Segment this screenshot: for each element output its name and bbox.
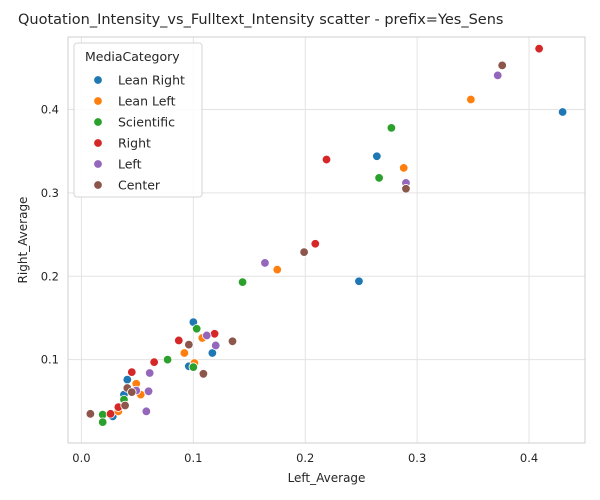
data-points [85, 43, 568, 427]
data-point [211, 340, 221, 351]
data-point [260, 258, 270, 268]
data-point [97, 417, 108, 427]
data-point [141, 406, 152, 417]
data-point [493, 70, 503, 81]
data-point [179, 348, 190, 358]
chart-title: Quotation_Intensity_vs_Fulltext_Intensit… [18, 12, 503, 28]
data-point [174, 335, 184, 346]
legend-marker [93, 180, 103, 190]
data-point [354, 276, 364, 286]
x-tick-label: 0.3 [408, 451, 426, 465]
data-point [209, 329, 220, 339]
y-tick-label: 0.2 [41, 269, 59, 283]
legend-entry-label: Scientific [118, 115, 175, 130]
data-point [143, 386, 154, 397]
data-point [198, 369, 209, 379]
y-tick-label: 0.1 [41, 353, 59, 367]
data-point [534, 43, 544, 54]
legend-entry-label: Left [118, 157, 142, 172]
legend-entry-label: Right [118, 136, 151, 151]
legend: MediaCategory Lean Right Lean Left Scienti… [73, 42, 203, 198]
data-point [272, 264, 282, 275]
data-point [399, 163, 409, 173]
data-point [149, 357, 159, 367]
legend-entry-label: Lean Left [118, 94, 176, 109]
data-point [374, 173, 384, 183]
data-point [299, 247, 309, 257]
x-axis-label: Left_Average [288, 471, 366, 485]
legend-title: MediaCategory [85, 49, 180, 64]
legend-marker [93, 138, 103, 148]
x-tick-label: 0.1 [184, 451, 202, 465]
data-point [127, 367, 137, 377]
data-point [122, 374, 133, 385]
x-tick-label: 0.2 [296, 451, 314, 465]
data-point [85, 409, 96, 419]
data-point [497, 60, 507, 71]
legend-marker [93, 117, 103, 127]
legend-entry-label: Lean Right [118, 73, 185, 88]
data-point [184, 339, 194, 350]
data-point [191, 324, 202, 334]
data-point [120, 400, 130, 411]
data-point [105, 409, 116, 419]
data-point [310, 239, 321, 249]
y-axis-label: Right_Average [16, 197, 30, 284]
tick-labels: 0.0 0.1 0.2 0.3 0.4 0.1 0.2 0.3 0.4 [41, 103, 538, 465]
data-point [202, 330, 212, 341]
data-point [144, 368, 155, 378]
legend-marker [93, 159, 103, 169]
data-point [466, 94, 476, 105]
data-point [372, 151, 382, 161]
data-point [401, 184, 411, 194]
y-tick-label: 0.4 [41, 103, 59, 117]
y-tick-label: 0.3 [41, 186, 59, 200]
data-point [237, 277, 248, 287]
legend-items: Lean Right Lean Left Scientific Right Left Ce… [93, 73, 185, 193]
data-point [162, 354, 173, 365]
x-tick-label: 0.4 [520, 451, 538, 465]
data-point [127, 387, 137, 397]
x-tick-label: 0.0 [72, 451, 90, 465]
data-point [188, 362, 199, 372]
legend-box [73, 42, 203, 198]
data-point [557, 107, 568, 117]
plot-frame [67, 36, 586, 444]
data-point [386, 123, 397, 133]
data-point [321, 154, 332, 165]
data-point [227, 336, 238, 346]
legend-marker [93, 96, 103, 106]
legend-entry-label: Center [118, 178, 161, 193]
legend-marker [93, 75, 103, 85]
